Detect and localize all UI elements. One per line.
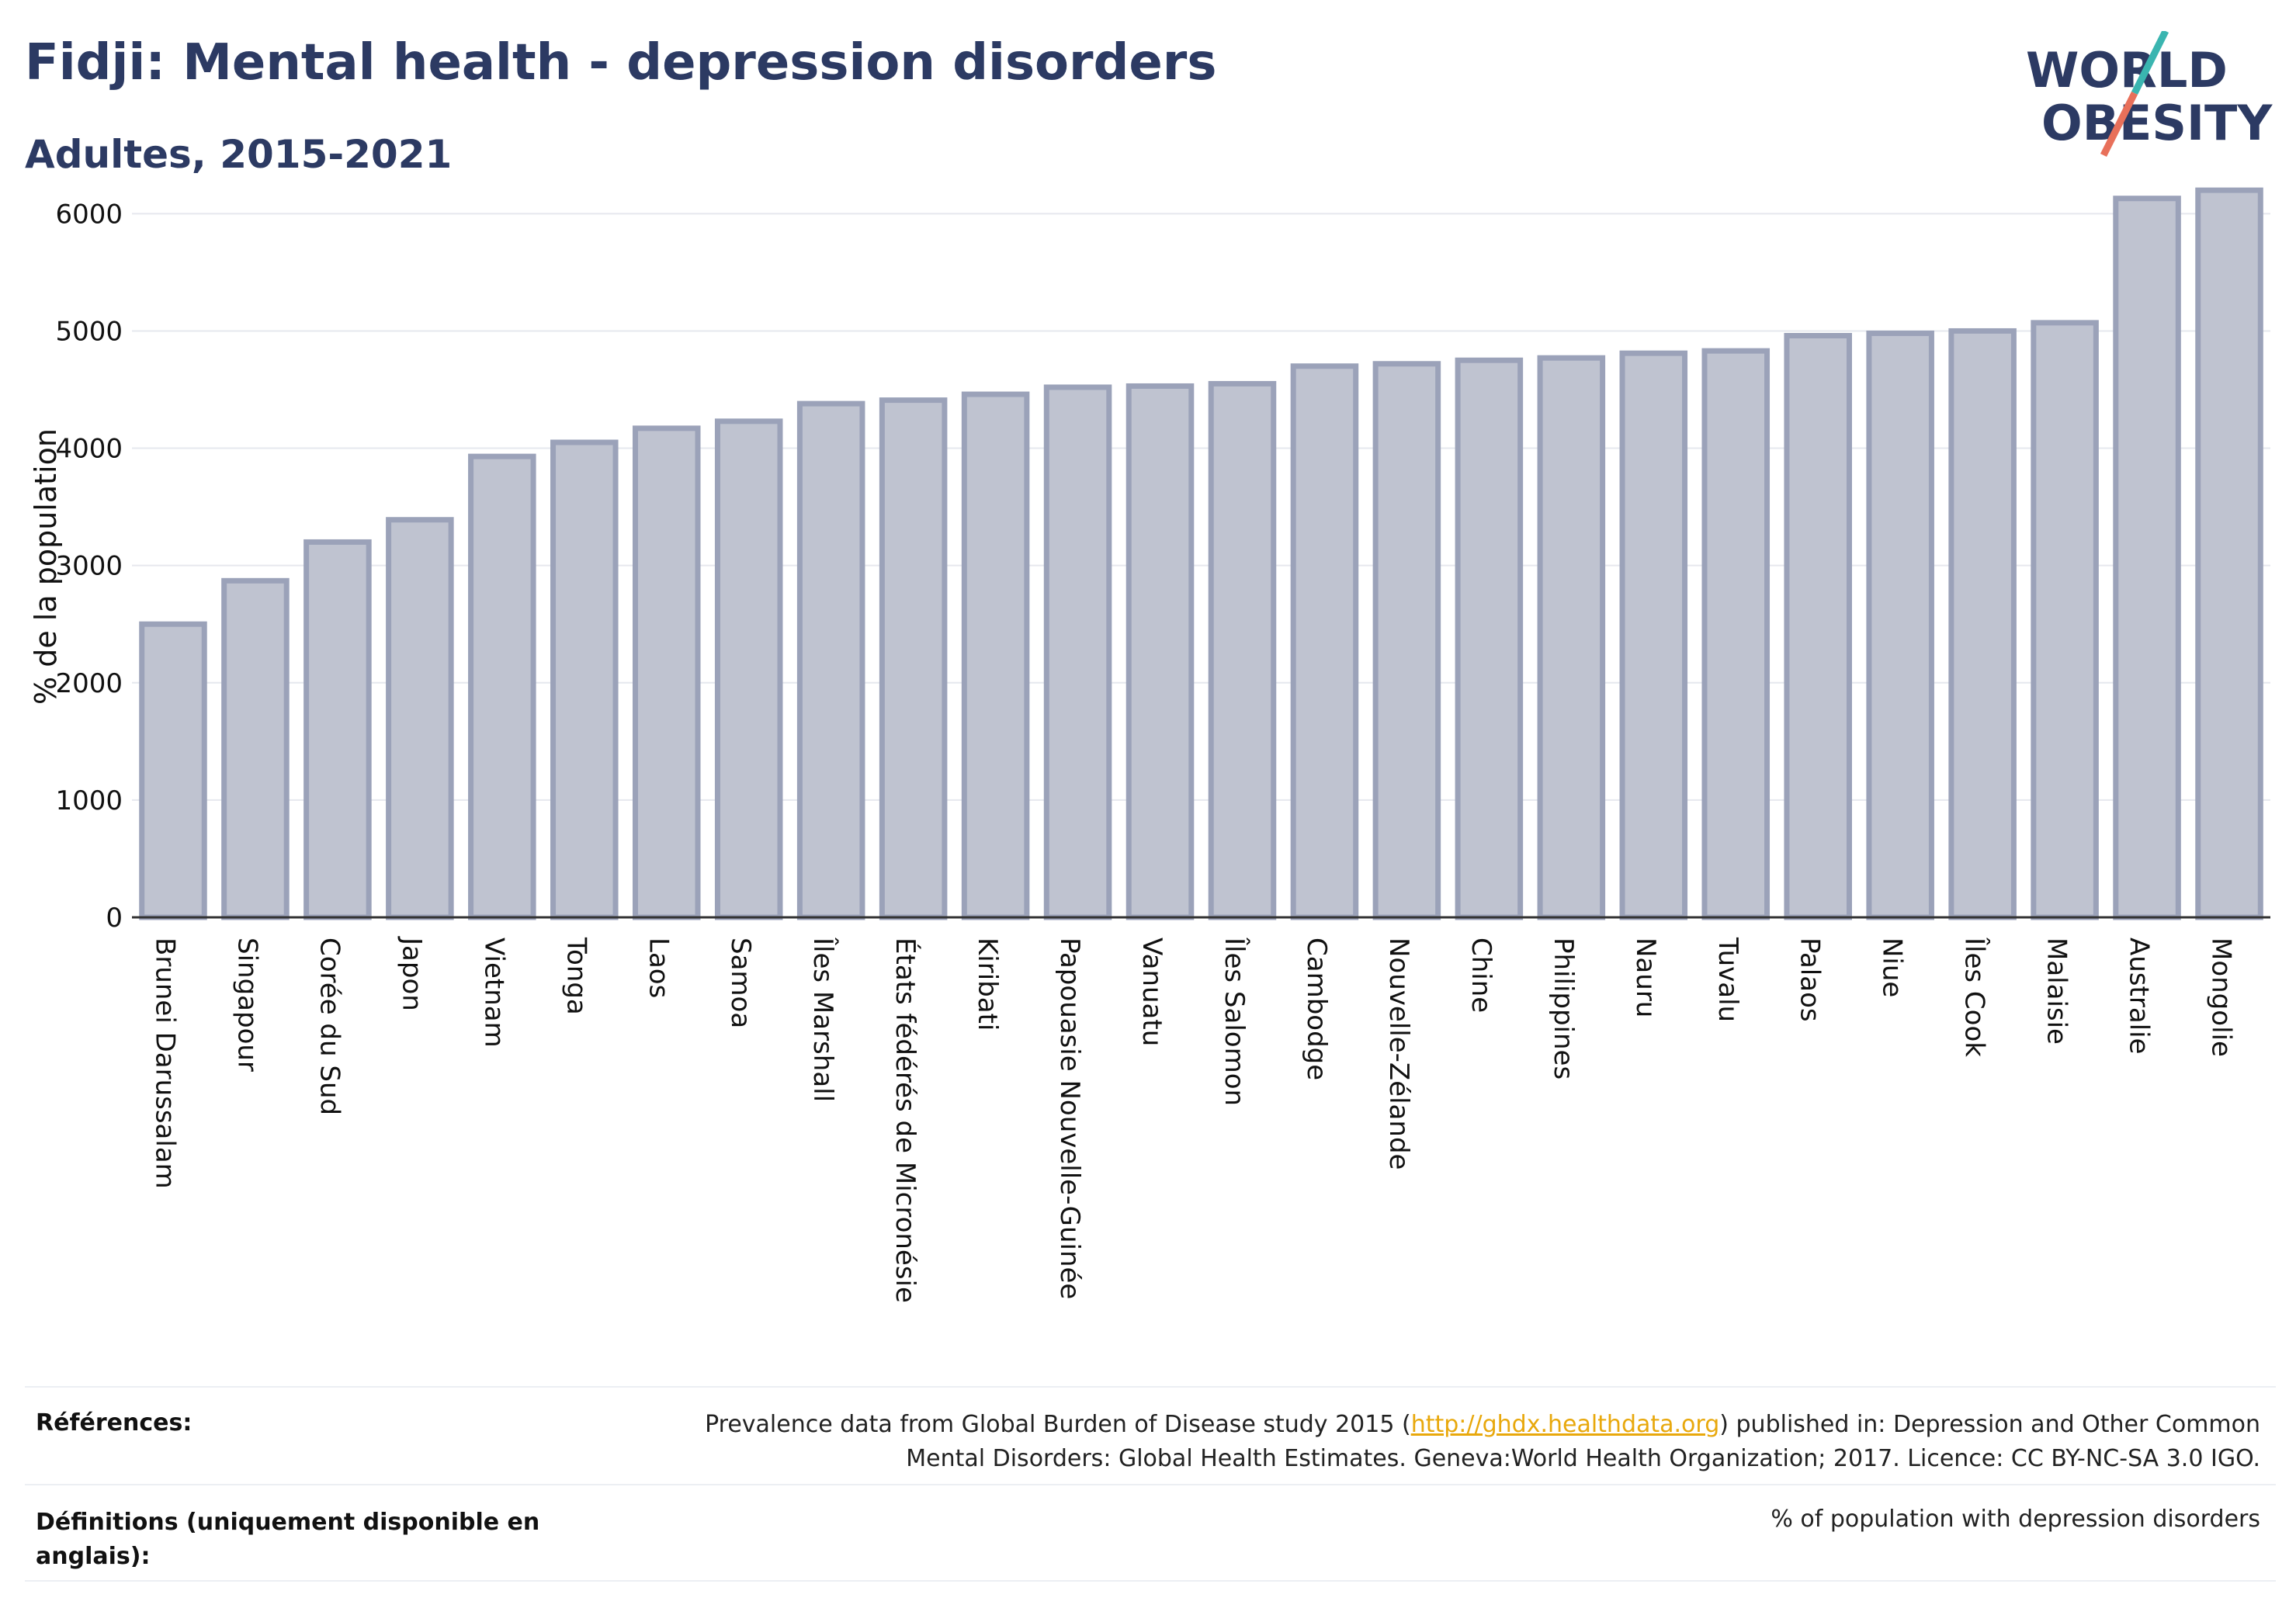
bar: [1455, 357, 1524, 920]
bar: [1701, 348, 1771, 920]
bar: [1537, 355, 1606, 920]
logo-line2: OBESITY: [2041, 95, 2273, 151]
y-tick-label: 0: [106, 903, 123, 934]
bar: [961, 391, 1030, 920]
y-tick-label: 6000: [55, 199, 123, 230]
x-tick-label: Nauru: [1630, 938, 1661, 1017]
x-tick-label: Palaos: [1795, 938, 1826, 1022]
x-tick-label: Cambodge: [1301, 938, 1332, 1080]
bar: [303, 539, 372, 920]
y-axis-label: % de la population: [29, 428, 63, 705]
bar: [1948, 328, 2017, 920]
references-text-before: Prevalence data from Global Burden of Di…: [705, 1411, 1411, 1438]
y-tick-label: 5000: [55, 316, 123, 347]
x-tick-label: Tonga: [560, 937, 591, 1015]
definitions-text: % of population with depression disorder…: [1771, 1506, 2260, 1533]
y-tick-label: 3000: [55, 551, 123, 582]
logo-line1: WORLD: [2026, 42, 2228, 99]
bar: [796, 400, 865, 920]
logo-slash-coral: [2100, 91, 2138, 158]
x-tick-label: Laos: [643, 938, 674, 998]
bar: [1208, 380, 1277, 920]
x-tick-labels: Brunei Darussalam Singapour Corée du Sud Ja…: [149, 936, 2236, 1303]
bar: [1372, 361, 1441, 920]
axes: 0 1000 2000 3000 4000 5000 6000: [55, 199, 2270, 934]
references-text: Prevalence data from Global Burden of Di…: [630, 1408, 2260, 1476]
bar: [468, 453, 536, 920]
x-tick-label: Australie: [2124, 938, 2155, 1054]
x-tick-label: Singapour: [231, 938, 262, 1072]
references-text-after: ) published in: Depression and Other Com…: [906, 1411, 2260, 1472]
x-tick-label: Îles Salomon: [1219, 937, 1250, 1106]
bar: [714, 418, 783, 920]
bar: [1619, 350, 1688, 920]
x-tick-label: Brunei Darussalam: [149, 938, 180, 1189]
bar: [2113, 196, 2181, 920]
x-tick-label: Papouasie Nouvelle-Guinée: [1054, 938, 1085, 1299]
x-tick-label: Tuvalu: [1712, 937, 1743, 1022]
bar: [221, 577, 290, 920]
bar: [2195, 187, 2263, 920]
x-tick-label: Kiribati: [972, 938, 1003, 1031]
x-tick-label: Malaisie: [2041, 938, 2072, 1045]
definitions-label: Définitions (uniquement disponible en an…: [36, 1509, 540, 1570]
world-obesity-logo: WORLD OBESITY: [2026, 31, 2273, 158]
x-tick-label: Vietnam: [478, 938, 509, 1048]
bar: [1866, 330, 1934, 920]
x-tick-label: Niue: [1877, 938, 1908, 997]
footer-divider-bottom: [25, 1580, 2276, 1582]
footer-divider-top: [25, 1386, 2276, 1388]
bar: [1125, 383, 1195, 920]
chart-subtitle: Adultes, 2015-2021: [25, 132, 453, 177]
bars: [139, 187, 2263, 920]
x-tick-label: Chine: [1465, 938, 1497, 1013]
bar: [879, 397, 948, 920]
bar: [139, 621, 207, 920]
x-tick-label: Corée du Sud: [314, 938, 345, 1115]
references-label: Références:: [36, 1409, 192, 1437]
x-tick-label: Mongolie: [2206, 938, 2237, 1057]
bar: [550, 439, 619, 920]
bar: [1043, 384, 1112, 920]
x-tick-label: Samoa: [725, 938, 756, 1028]
y-tick-label: 1000: [55, 785, 123, 816]
x-tick-label: Nouvelle-Zélande: [1383, 938, 1414, 1170]
logo-slash-teal: [2131, 31, 2169, 95]
footer-divider-middle: [25, 1484, 2276, 1485]
x-tick-label: Japon: [396, 936, 427, 1011]
x-tick-label: Îles Marshall: [807, 937, 839, 1102]
references-link[interactable]: http://ghdx.healthdata.org: [1410, 1411, 1720, 1438]
x-tick-label: Philippines: [1548, 938, 1579, 1080]
bar: [1784, 332, 1852, 920]
y-tick-label: 4000: [55, 434, 123, 465]
bar: [2031, 320, 2099, 920]
bar: [386, 517, 454, 920]
bar-chart: 0 1000 2000 3000 4000 5000 6000 Brunei Darussa…: [29, 187, 2270, 1303]
x-tick-label: Vanuatu: [1136, 938, 1167, 1046]
x-tick-label: États fédérés de Micronésie: [890, 938, 921, 1303]
y-tick-label: 2000: [55, 668, 123, 699]
chart-title: Fidji: Mental health - depression disord…: [25, 34, 1217, 92]
bar: [1290, 363, 1359, 920]
x-tick-label: Îles Cook: [1959, 937, 1991, 1057]
bar: [632, 425, 701, 920]
